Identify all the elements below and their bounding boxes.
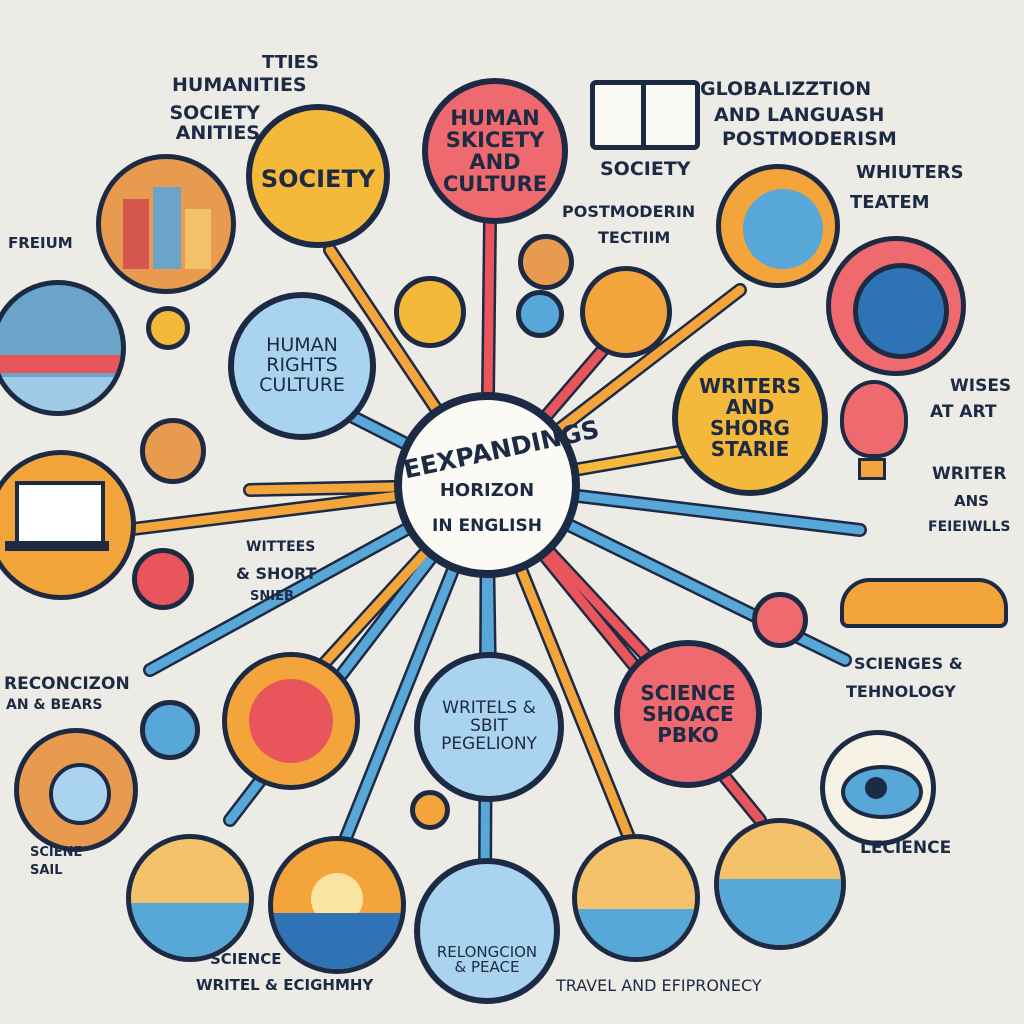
node-relongcion-peace-label: RELONGCION & PEACE	[436, 942, 538, 977]
picture-globe-small-circle	[140, 418, 206, 484]
picture-mini-circle-blue	[516, 290, 564, 338]
label-ans: ANS	[954, 492, 989, 510]
label-society-mid: SOCIETY	[600, 158, 691, 180]
label-teatem: TEATEM	[850, 192, 930, 213]
node-science[interactable]: SCIENCE SHOACE PBKO	[614, 640, 762, 788]
label-snieb: SNIEB	[250, 589, 294, 604]
picture-sundial-circle	[394, 276, 466, 348]
hot-air-balloon-icon	[840, 380, 908, 458]
label-travel: TRAVEL AND EFIPRONECY	[556, 976, 762, 995]
label-ties: TTIES	[262, 52, 319, 73]
node-society-label: SOCIETY	[260, 165, 376, 194]
picture-dot-circle	[146, 306, 190, 350]
label-whiuters: WHIUTERS	[856, 162, 964, 183]
picture-sail-circle	[126, 834, 254, 962]
picture-globe-circle	[716, 164, 840, 288]
label-reconcizon: RECONCIZON	[4, 674, 130, 694]
picture-waves-circle	[714, 818, 846, 950]
picture-laptop-circle	[0, 450, 136, 600]
picture-orange-dot	[410, 790, 450, 830]
label-sail: SAIL	[30, 863, 63, 878]
picture-globe-large-circle	[826, 236, 966, 376]
label-refeiwlls: FEIEIWLLS	[928, 519, 1011, 535]
picture-red-orb-circle	[752, 592, 808, 648]
label-and-short: & SHORT	[236, 564, 317, 583]
label-postmoderism: POSTMODERISM	[722, 128, 897, 150]
picture-sunset-circle	[268, 836, 406, 974]
label-society-anities: SOCIETY ANITIES	[169, 102, 260, 144]
balloon-basket-icon	[858, 458, 886, 480]
node-writers-short-stories[interactable]: WRITERS AND SHORG STARIE	[672, 340, 828, 496]
car-icon	[840, 578, 1008, 628]
picture-harbor-circle	[0, 280, 126, 416]
label-humanities: HUMANITIES	[172, 74, 307, 96]
label-sciene-sail-1: SCIENE	[30, 845, 83, 860]
picture-eye-circle	[820, 730, 936, 846]
label-at-art: AT ART	[930, 402, 997, 422]
picture-brain-circle	[222, 652, 360, 790]
node-science-label: SCIENCE SHOACE PBKO	[640, 680, 736, 747]
node-human-society-culture-label: HUMAN SKICETY AND CULTURE	[442, 105, 548, 197]
label-tectiim: TECTIIM	[598, 228, 671, 247]
center-hub[interactable]: EEXPANDINGS HORIZON IN ENGLISH	[394, 392, 602, 578]
label-an-bears: AN & BEARS	[6, 697, 103, 713]
picture-mini-circle	[518, 234, 574, 290]
center-subtitle-2: IN ENGLISH	[432, 516, 542, 536]
node-human-rights[interactable]: HUMAN RIGHTS CULTURE	[228, 292, 376, 440]
picture-city-circle	[96, 154, 236, 294]
picture-target-circle	[132, 548, 194, 610]
picture-small-blue-circle	[140, 700, 200, 760]
node-society[interactable]: SOCIETY	[246, 104, 390, 248]
label-lecience: LECIENCE	[860, 838, 952, 858]
picture-book-circle	[580, 266, 672, 358]
node-writels-label: WRITELS & SBIT PEGELIONY	[441, 698, 537, 754]
node-human-rights-label: HUMAN RIGHTS CULTURE	[259, 334, 345, 396]
label-writel-bottom: WRITEL & ECIGHMHY	[196, 976, 374, 994]
picture-ship-circle	[572, 834, 700, 962]
center-subtitle: HORIZON	[439, 480, 535, 501]
label-sciences: SCIENGES &	[854, 654, 963, 673]
label-postmoderin: POSTMODERIN	[562, 202, 696, 221]
node-human-society-culture[interactable]: HUMAN SKICETY AND CULTURE	[422, 78, 568, 224]
label-and-language: AND LANGUASH	[714, 104, 885, 126]
label-globalization: GLOBALIZZTION	[700, 78, 872, 100]
picture-compass-circle	[14, 728, 138, 852]
label-writer: WRITER	[932, 464, 1007, 484]
node-relongcion-peace[interactable]: RELONGCION & PEACE	[414, 858, 560, 1004]
center-title: EEXPANDINGS	[400, 414, 602, 485]
book-icon	[590, 80, 700, 150]
label-wittees: WITTEES	[246, 539, 316, 555]
node-writels[interactable]: WRITELS & SBIT PEGELIONY	[414, 652, 564, 802]
node-writers-short-stories-label: WRITERS AND SHORG STARIE	[698, 374, 801, 461]
label-science-bottom: SCIENCE	[210, 950, 282, 968]
label-tehnology: TEHNOLOGY	[846, 682, 956, 701]
label-freium: FREIUM	[8, 234, 73, 252]
label-wises: WISES	[950, 376, 1012, 396]
